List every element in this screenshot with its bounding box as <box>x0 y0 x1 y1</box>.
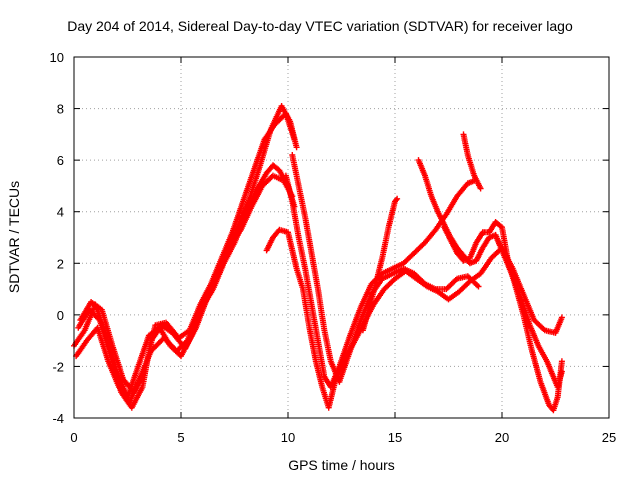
tick-layer: 0 5 10 15 20 25 -4 -2 0 2 4 6 8 10 <box>50 50 617 445</box>
x-tick-label: 10 <box>281 430 295 445</box>
x-tick-label: 0 <box>70 430 77 445</box>
y-tick-label: 4 <box>57 205 64 220</box>
data-markers-track-7 <box>289 152 482 385</box>
y-tick-label: -4 <box>52 411 64 426</box>
y-tick-label: 6 <box>57 153 64 168</box>
y-tick-label: -2 <box>52 359 64 374</box>
series-track-4 <box>77 110 298 396</box>
chart-title: Day 204 of 2014, Sidereal Day-to-day VTE… <box>67 18 573 34</box>
series-track-12 <box>494 237 565 391</box>
plot-frame <box>73 56 610 419</box>
x-axis-label: GPS time / hours <box>288 457 395 473</box>
data-markers-track-1 <box>71 162 298 401</box>
data-markers-track-9 <box>415 157 503 267</box>
series-track-3 <box>73 172 296 406</box>
y-tick-label: 0 <box>57 308 64 323</box>
x-tick-label: 25 <box>602 430 616 445</box>
data-markers-track-8 <box>359 195 401 334</box>
y-tick-label: 8 <box>57 102 64 117</box>
series-track-7 <box>289 152 482 385</box>
x-tick-label: 20 <box>495 430 509 445</box>
data-markers-track-3 <box>73 172 296 406</box>
data-markers-track-10 <box>460 131 484 192</box>
x-tick-label: 15 <box>388 430 402 445</box>
series-track-1 <box>71 162 298 401</box>
x-tick-label: 5 <box>177 430 184 445</box>
y-tick-label: 2 <box>57 256 64 271</box>
series-track-8 <box>359 195 401 334</box>
data-markers-track-12 <box>494 237 565 391</box>
series-track-9 <box>415 157 503 267</box>
data-layer <box>71 103 565 414</box>
data-markers-track-4 <box>77 110 298 396</box>
series-track-10 <box>460 131 484 192</box>
y-tick-label: 10 <box>50 50 64 65</box>
